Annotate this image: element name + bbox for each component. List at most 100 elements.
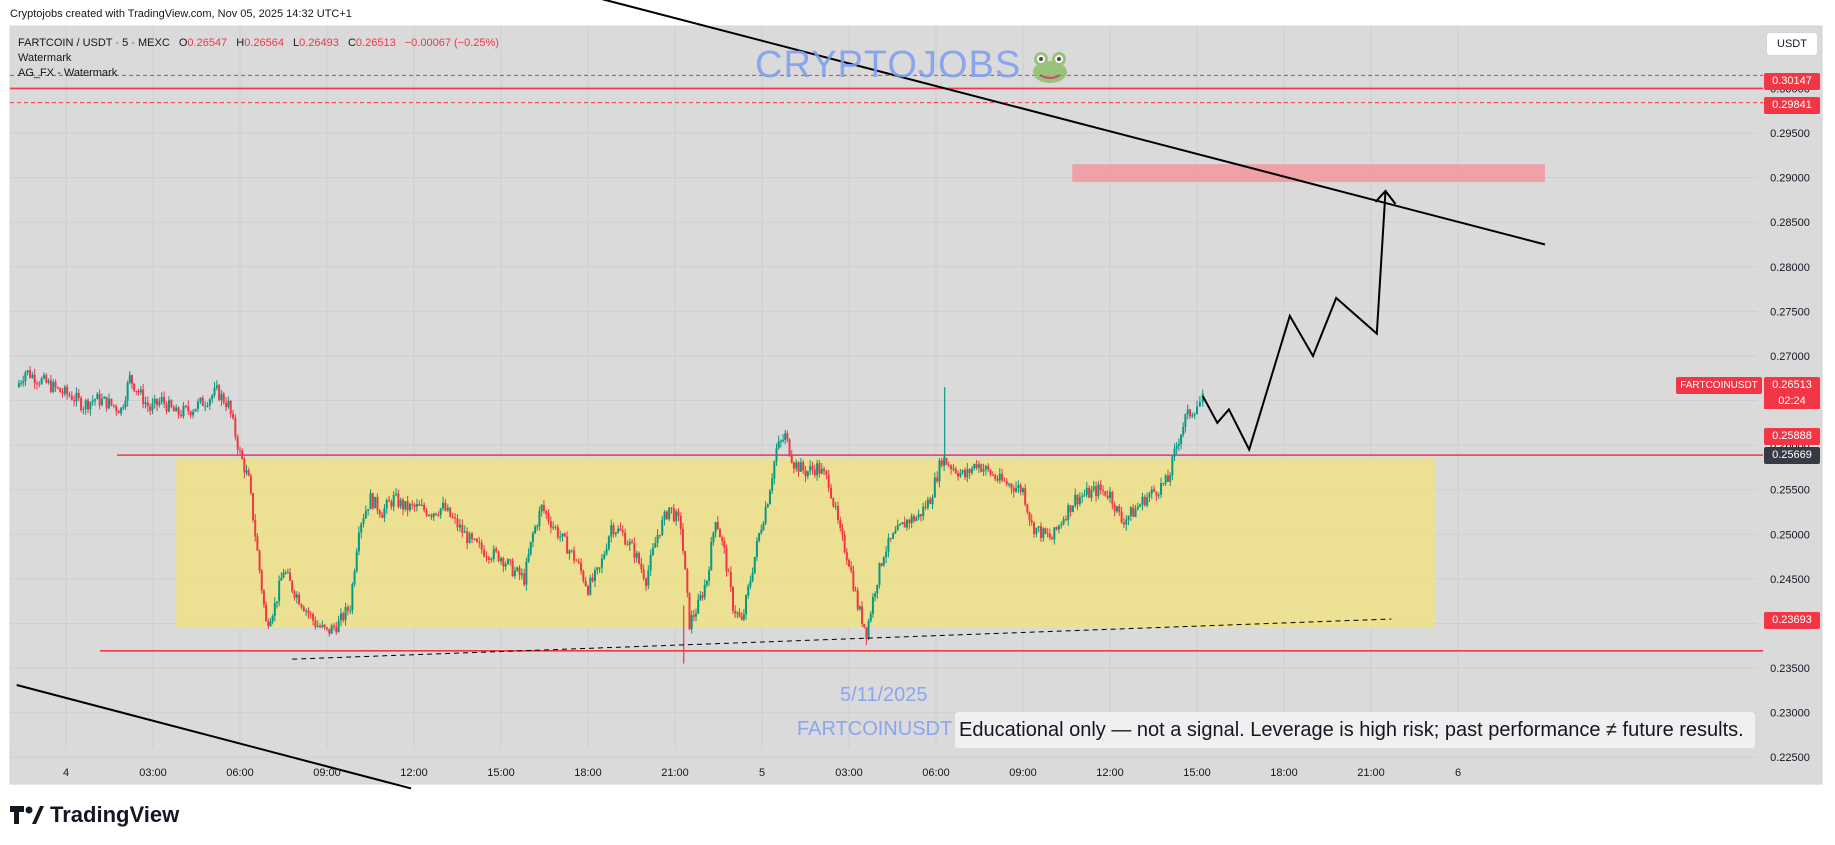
candle-body [1160, 483, 1163, 495]
candle-body [734, 610, 737, 614]
y-tick-label: 0.27500 [1770, 306, 1810, 318]
indicator-agfx-watermark[interactable]: AG_FX - Watermark [18, 67, 118, 79]
candle-body [63, 386, 66, 394]
candle-body [96, 393, 99, 400]
candle-body [545, 511, 548, 514]
candle-body [1189, 409, 1192, 417]
candle-body [1141, 496, 1144, 505]
candle-body [1022, 488, 1024, 493]
candle-body [133, 383, 136, 391]
candle-body [199, 397, 202, 402]
candle-body [444, 502, 447, 511]
y-tick-label: 0.28500 [1770, 217, 1810, 229]
candle-body [1024, 488, 1027, 505]
candle-body [1129, 507, 1132, 516]
candle-body [94, 399, 96, 401]
candle-body [187, 406, 190, 412]
candle-body [353, 571, 356, 585]
candle-body [1146, 497, 1149, 506]
candle-body [996, 479, 999, 481]
symbol-label[interactable]: FARTCOIN / USDT · 5 · MEXC [18, 37, 170, 49]
candle-body [894, 530, 897, 534]
candle-body [1148, 493, 1151, 498]
candle-body [427, 514, 430, 516]
candle-body [135, 390, 138, 392]
candle-body [751, 572, 754, 581]
candle-body [435, 513, 438, 515]
candle-body [201, 397, 204, 406]
candle-body [612, 525, 615, 535]
candle-body [298, 594, 301, 605]
indicator-watermark[interactable]: Watermark [18, 52, 72, 64]
candle-body [446, 507, 449, 511]
candle-body [335, 627, 338, 633]
candle-body [922, 506, 925, 517]
candle-body [222, 393, 225, 403]
candle-body [404, 501, 407, 510]
candle-body [156, 398, 159, 405]
y-tick-label: 0.27000 [1770, 351, 1810, 363]
candle-body [790, 455, 793, 463]
candle-body [635, 552, 638, 558]
candle-body [408, 503, 411, 511]
candle-body [1085, 487, 1088, 495]
candle-body [681, 528, 684, 551]
candle-body [589, 577, 592, 595]
candle-body [771, 478, 774, 491]
candle-body [45, 375, 48, 383]
created-with-line: Cryptojobs created with TradingView.com,… [10, 8, 352, 20]
candle-body [947, 464, 950, 466]
candle-body [903, 522, 906, 528]
currency-button[interactable]: USDT [1766, 32, 1818, 56]
candle-body [926, 499, 929, 508]
candle-body [843, 534, 846, 553]
candle-body [1155, 491, 1158, 496]
candle-body [596, 567, 599, 571]
candle-body [740, 616, 743, 620]
tradingview-logo[interactable]: TradingView [10, 802, 179, 828]
candle-body [523, 573, 526, 585]
candle-body [725, 547, 728, 572]
candle-body [1104, 491, 1107, 496]
x-tick-label: 06:00 [226, 767, 254, 779]
candle-body [204, 405, 207, 407]
candle-body [718, 529, 721, 538]
candle-body [1115, 506, 1118, 512]
x-tick-label: 09:00 [1009, 767, 1037, 779]
close-label: C [347, 37, 356, 49]
candle-body [577, 561, 580, 563]
x-tick-label: 4 [63, 767, 69, 779]
candle-body [861, 606, 864, 624]
candle-body [1060, 524, 1063, 526]
candle-body [364, 510, 367, 519]
candle-body [1088, 487, 1091, 498]
candle-body [518, 567, 521, 576]
candle-body [1143, 496, 1146, 506]
candle-body [547, 513, 550, 522]
candle-body [827, 474, 830, 488]
candle-body [42, 375, 45, 379]
candle-body [1175, 445, 1178, 449]
candle-body [1164, 475, 1167, 484]
candle-body [929, 499, 932, 505]
candle-body [247, 470, 250, 476]
candle-body [531, 533, 534, 542]
candle-body [149, 406, 152, 411]
candle-body [262, 590, 265, 605]
candle-body [1019, 485, 1022, 493]
candle-body [260, 570, 263, 591]
candle-body [245, 470, 248, 473]
candle-body [323, 624, 326, 628]
candle-body [882, 557, 885, 566]
candle-body [568, 550, 571, 554]
candle-body [584, 580, 587, 586]
range-box [176, 458, 1435, 628]
candle-body [192, 411, 195, 416]
candle-body [631, 541, 634, 544]
candle-body [128, 375, 131, 383]
candle-body [328, 628, 331, 634]
candle-body [291, 580, 294, 592]
candle-countdown: 02:24 [1764, 393, 1820, 409]
high-value: 0.26564 [244, 37, 284, 49]
